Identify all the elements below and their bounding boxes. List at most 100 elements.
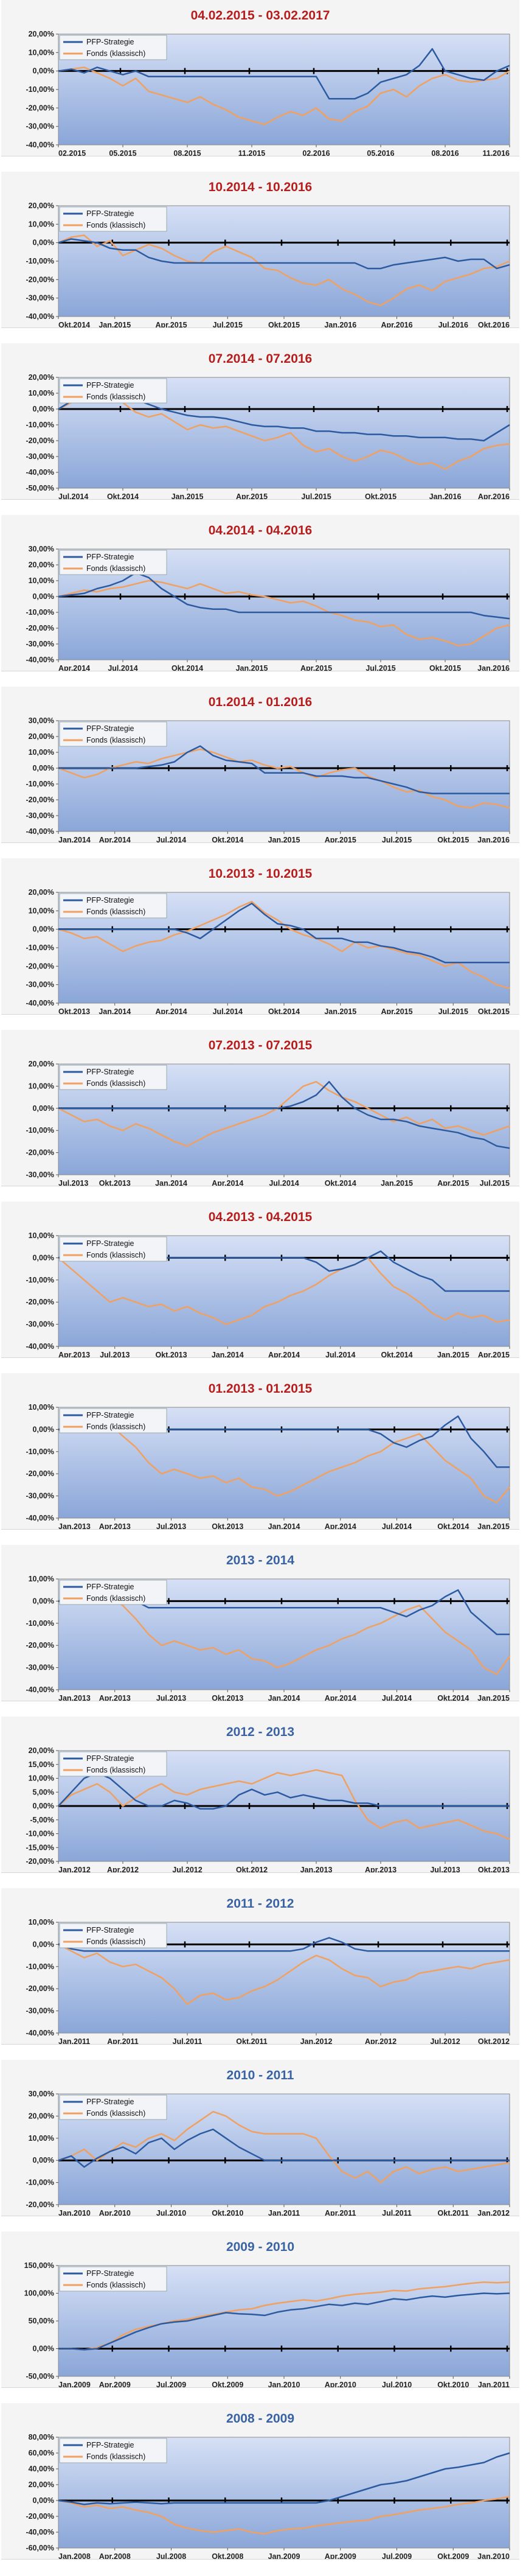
- legend-label-strategy: PFP-Strategie: [86, 2098, 134, 2106]
- y-tick-label: 10,00%: [29, 1231, 54, 1240]
- legend-label-strategy: PFP-Strategie: [86, 2269, 134, 2278]
- x-tick-label: Jul.2015: [301, 492, 331, 499]
- series-line-strategy: [58, 1080, 510, 1149]
- chart-svg: 20,00% 10,00% 0,00% -10,00% -20,00% -30,00% -4…: [26, 888, 510, 1014]
- chart-panel: 01.2013 - 01.2015 10,00% 0,00% -10,00% -20,0…: [1, 1373, 519, 1530]
- y-tick-label: 0,00%: [33, 2345, 54, 2353]
- x-tick-label: Okt.2015: [268, 321, 300, 327]
- x-tick-label: Jan.2009: [268, 2552, 300, 2559]
- y-tick-label: -10,00%: [26, 421, 54, 429]
- x-tick-label: Apr.2015: [381, 1007, 412, 1014]
- legend: PFP-Strategie Fonds (klassisch): [59, 206, 167, 232]
- x-tick-label: Okt.2013: [212, 1694, 243, 1701]
- y-tick-label: -30,00%: [26, 1492, 54, 1500]
- series-line-fund: [58, 2110, 510, 2183]
- x-tick-label: 02.2016: [302, 149, 330, 156]
- series-line-strategy: [58, 2292, 510, 2351]
- x-tick-label: Okt.2014: [381, 1351, 412, 1357]
- series-line-fund: [58, 234, 510, 307]
- y-tick-label: -10,00%: [26, 943, 54, 952]
- x-tick-label: Jul.2015: [365, 664, 395, 671]
- x-tick-label: Okt.2011: [236, 2037, 267, 2044]
- y-tick-label: -20,00%: [26, 1469, 54, 1478]
- x-tick-label: Jul.2010: [382, 2381, 412, 2387]
- y-tick-label: 0,00%: [33, 2156, 54, 2165]
- x-tick-label: Jul.2013: [156, 1522, 186, 1529]
- chart-title: 2013 - 2014: [226, 1553, 295, 1567]
- y-tick-label: 10,00%: [29, 906, 54, 915]
- chart-title: 2011 - 2012: [226, 1897, 294, 1911]
- y-tick-label: 20,00%: [29, 888, 54, 897]
- x-tick-label: Jul.2010: [156, 2209, 186, 2216]
- x-tick-label: Okt.2014: [437, 1522, 469, 1529]
- x-tick-label: Apr.2014: [58, 664, 90, 671]
- legend-box: [59, 1236, 167, 1262]
- x-tick-label: 02.2015: [58, 149, 86, 156]
- y-tick-label: -40,00%: [26, 1514, 54, 1522]
- x-tick-label: Okt.2009: [437, 2552, 469, 2559]
- series-line-strategy: [58, 48, 510, 100]
- legend-label-fund: Fonds (klassisch): [86, 1251, 145, 1259]
- legend-label-fund: Fonds (klassisch): [86, 1766, 145, 1774]
- legend: PFP-Strategie Fonds (klassisch): [59, 721, 167, 747]
- x-tick-label: Okt.2014: [58, 321, 90, 327]
- y-tick-label: 10,00%: [29, 1082, 54, 1090]
- x-tick-label: Jan.2015: [268, 836, 300, 842]
- y-tick-label: -10,00%: [26, 85, 54, 94]
- y-tick-label: -40,00%: [26, 1685, 54, 1694]
- x-tick-label: Apr.2015: [478, 1351, 510, 1357]
- x-tick-label: Jan.2015: [324, 1007, 356, 1014]
- y-tick-label: 0,00%: [33, 67, 54, 75]
- y-tick-label: -10,00%: [26, 1619, 54, 1628]
- x-tick-label: Okt.2014: [107, 492, 139, 499]
- chart-svg: 20,00% 10,00% 0,00% -10,00% -20,00% -30,00% -4…: [26, 201, 510, 327]
- legend: PFP-Strategie Fonds (klassisch): [59, 1751, 167, 1777]
- legend-box: [59, 2095, 167, 2120]
- chart-panel: 07.2014 - 07.2016 20,00% 10,00% 0,00% -10,00…: [1, 343, 519, 500]
- legend: PFP-Strategie Fonds (klassisch): [59, 35, 167, 60]
- y-tick-label: 20,00%: [29, 201, 54, 210]
- x-tick-label: Jul.2015: [213, 321, 243, 327]
- y-tick-label: -20,00%: [26, 1149, 54, 1157]
- y-tick-label: 80,00%: [29, 2433, 54, 2441]
- y-tick-label: -20,00%: [26, 796, 54, 804]
- y-tick-label: 0,00%: [33, 1253, 54, 1262]
- legend-label-strategy: PFP-Strategie: [86, 896, 134, 905]
- chart-svg: 30,00% 20,00% 10,00% 0,00% -10,00% -20,00% -30…: [26, 716, 510, 842]
- x-tick-label: Jan.2012: [300, 2037, 333, 2044]
- y-tick-label: 20,00%: [29, 2480, 54, 2489]
- x-tick-label: Jul.2014: [108, 664, 137, 671]
- legend: PFP-Strategie Fonds (klassisch): [59, 550, 167, 575]
- x-tick-label: Okt.2014: [212, 836, 243, 842]
- x-tick-label: Apr.2013: [58, 1351, 90, 1357]
- y-tick-label: 50,00%: [29, 2317, 54, 2325]
- y-tick-label: -40,00%: [26, 312, 54, 321]
- y-tick-label: -10,00%: [26, 1276, 54, 1284]
- legend: PFP-Strategie Fonds (klassisch): [59, 1580, 167, 1605]
- y-tick-label: 60,00%: [29, 2449, 54, 2457]
- chart-title: 04.2014 - 04.2016: [208, 523, 313, 537]
- y-tick-label: 10,00%: [29, 1774, 54, 1783]
- x-tick-label: 11.2015: [238, 149, 266, 156]
- x-tick-label: Jul.2015: [480, 1179, 510, 1186]
- y-tick-label: 0,00%: [33, 1104, 54, 1113]
- chart-panel: 04.2013 - 04.2015 10,00% 0,00% -10,00% -20,0…: [1, 1202, 519, 1358]
- x-tick-label: Jan.2011: [268, 2209, 300, 2216]
- series-line-fund: [58, 1257, 510, 1325]
- chart-panel: 04.2014 - 04.2016 30,00% 20,00% 10,00% 0,00%…: [1, 515, 519, 671]
- y-tick-label: 20,00%: [29, 561, 54, 569]
- x-tick-label: Apr.2009: [325, 2552, 356, 2559]
- x-tick-label: Okt.2013: [58, 1007, 90, 1014]
- y-tick-label: -20,00%: [26, 624, 54, 632]
- legend: PFP-Strategie Fonds (klassisch): [59, 2438, 167, 2463]
- y-tick-label: 40,00%: [29, 2465, 54, 2473]
- y-tick-label: 0,00%: [33, 1425, 54, 1433]
- x-tick-label: Jan.2014: [155, 1179, 187, 1186]
- legend-label-fund: Fonds (klassisch): [86, 221, 145, 229]
- y-tick-label: -40,00%: [26, 2528, 54, 2536]
- chart-panel: 04.02.2015 - 03.02.2017 20,00% 10,00% 0,00%…: [1, 0, 519, 156]
- x-tick-label: Apr.2014: [268, 1351, 300, 1357]
- legend-label-fund: Fonds (klassisch): [86, 2109, 145, 2118]
- x-tick-label: Apr.2013: [99, 1694, 131, 1701]
- chart-title: 01.2013 - 01.2015: [208, 1382, 313, 1396]
